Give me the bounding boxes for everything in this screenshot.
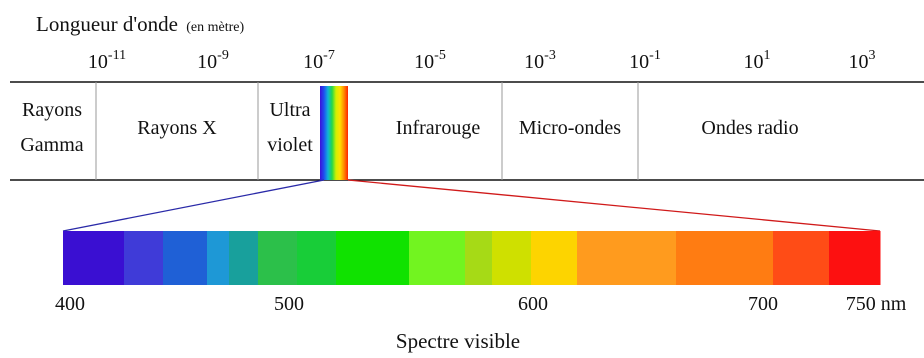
exponent-tick-label: 101	[744, 48, 771, 73]
band-dividers	[95, 82, 639, 180]
wavelength-scale: 10-11 10-9 10-7 10-5 10-3 10-1 101 103	[88, 48, 876, 73]
visible-strip	[320, 86, 348, 180]
band-label: Ondes radio	[701, 117, 798, 139]
exponent-tick-label: 10-1	[629, 48, 661, 73]
spectrum-segment	[207, 231, 230, 285]
zoom-line-left	[62, 179, 325, 232]
spectrum-title: Spectre visible	[396, 329, 520, 353]
exponent-tick-label: 10-11	[88, 48, 126, 73]
spectrum-segment	[773, 231, 830, 285]
exponent-tick-label: 103	[849, 48, 876, 73]
exponent-tick-label: 10-9	[197, 48, 229, 73]
band-label: Rayons	[22, 99, 82, 121]
spectrum-segment	[297, 231, 337, 285]
spectrum-segment	[258, 231, 298, 285]
band-label: Rayons X	[137, 117, 217, 139]
band-label: Gamma	[20, 134, 83, 156]
spectrum-segment	[336, 231, 410, 285]
spectrum-tick-label: 750 nm	[846, 293, 907, 315]
band-label: Infrarouge	[396, 117, 481, 139]
band-label: Ultra	[269, 99, 310, 121]
zoom-line-right	[347, 179, 881, 232]
visible-spectrum-bar	[63, 231, 881, 285]
spectrum-segment	[676, 231, 774, 285]
spectrum-tick-label: 700	[748, 293, 778, 315]
band-label: violet	[267, 134, 313, 156]
band-labels: Rayons Gamma Rayons X Ultra violet Infrarouge…	[20, 99, 798, 156]
spectrum-segment	[829, 231, 881, 285]
spectrum-segment	[409, 231, 466, 285]
spectrum-tick-label: 500	[274, 293, 304, 315]
exponent-tick-label: 10-3	[524, 48, 556, 73]
spectrum-segment	[465, 231, 493, 285]
spectrum-tick-label: 400	[55, 293, 85, 315]
spectrum-segment	[531, 231, 578, 285]
spectrum-segment	[492, 231, 532, 285]
band-label: Micro-ondes	[519, 117, 621, 139]
spectrum-tick-label: 600	[518, 293, 548, 315]
spectrum-segment	[124, 231, 164, 285]
spectrum-labels: 400 500 600 700 750 nm	[55, 293, 907, 315]
spectrum-segment	[229, 231, 259, 285]
spectrum-segment	[577, 231, 677, 285]
exponent-tick-label: 10-5	[414, 48, 446, 73]
spectrum-segment	[63, 231, 125, 285]
wavelength-title: Longueur d'onde (en mètre)	[36, 12, 244, 36]
exponent-tick-label: 10-7	[303, 48, 335, 73]
spectrum-segment	[163, 231, 208, 285]
